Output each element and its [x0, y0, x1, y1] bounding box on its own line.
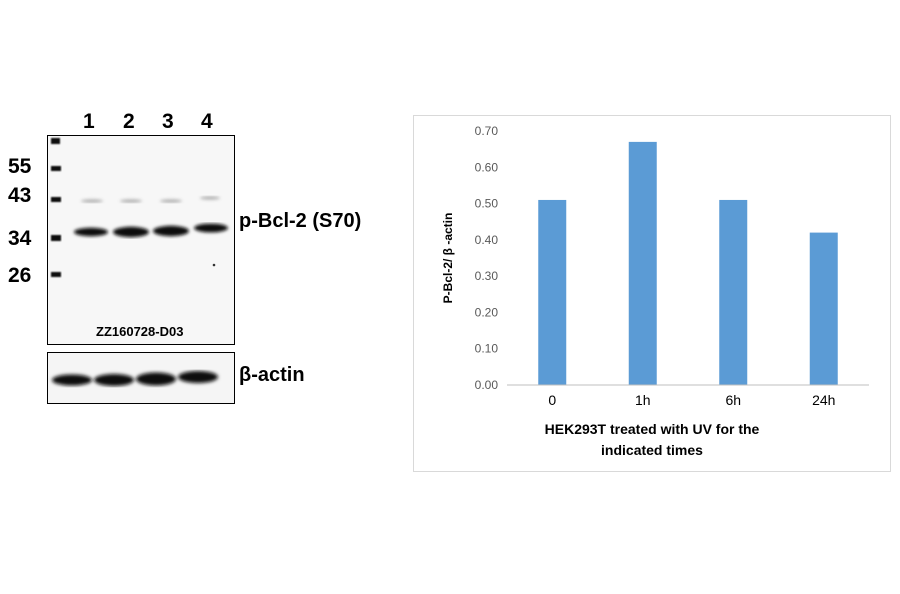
pbcl2-band-lane-2: [113, 226, 149, 238]
x-tick-label: 24h: [812, 392, 835, 408]
marker-label-34: 34: [8, 227, 32, 250]
x-tick-label: 0: [548, 392, 556, 408]
lane-label-1: 1: [83, 110, 95, 133]
x-tick-label: 1h: [635, 392, 651, 408]
x-axis-label-line-2: indicated times: [601, 442, 703, 458]
y-tick-label: 0.70: [475, 124, 499, 138]
lane-label-3: 3: [162, 110, 174, 133]
marker-label-43: 43: [8, 184, 32, 207]
blot-bands-actin: [52, 371, 218, 386]
ladder-mark-43: [51, 197, 61, 202]
y-axis-label: P-Bcl-2/ β -actin: [441, 213, 455, 304]
blot-speck: [212, 263, 216, 267]
x-tick-label: 6h: [725, 392, 741, 408]
bar-chart: 0.00 0.10 0.20 0.30 0.40 0.50 0.60 0.70 0 1h 6h 24…: [413, 115, 891, 472]
bar-0: [538, 199, 567, 385]
actin-band-lane-4: [178, 371, 218, 383]
y-tick-label: 0.00: [475, 378, 499, 392]
y-tick-label: 0.50: [475, 197, 499, 211]
y-tick-label: 0.30: [475, 269, 499, 283]
marker-label-26: 26: [8, 264, 32, 287]
ladder-mark-26: [51, 272, 61, 277]
bar-1h: [628, 141, 657, 385]
faint-band-3: [160, 199, 182, 203]
sample-code: ZZ160728-D03: [96, 324, 184, 339]
actin-band-lane-2: [94, 374, 134, 386]
faint-band-1: [81, 199, 103, 203]
lane-label-2: 2: [123, 110, 135, 133]
pbcl2-band-lane-3: [153, 225, 189, 237]
bar-6h: [719, 199, 748, 385]
bar-chart-plot: 0.00 0.10 0.20 0.30 0.40 0.50 0.60 0.70 0 1h 6h 24…: [441, 124, 869, 408]
ladder-mark-55: [51, 166, 61, 171]
control-band-label: β-actin: [239, 364, 305, 386]
pbcl2-band-lane-4: [194, 223, 228, 233]
blot-membrane-target: [47, 135, 235, 345]
faint-band-2: [120, 199, 142, 203]
bar-24h: [809, 232, 838, 385]
pbcl2-band-lane-1: [74, 227, 108, 237]
ladder-mark-34: [51, 235, 61, 241]
x-axis-label-line-1: HEK293T treated with UV for the: [544, 421, 760, 437]
y-tick-label: 0.10: [475, 342, 499, 356]
blot-membrane-actin: [47, 352, 235, 404]
actin-band-lane-1: [52, 374, 92, 386]
ladder-mark-top: [51, 138, 60, 144]
marker-label-55: 55: [8, 155, 32, 178]
blot-bands-target: [51, 138, 228, 277]
actin-band-lane-3: [136, 372, 176, 386]
lane-label-4: 4: [201, 110, 213, 133]
faint-band-4: [200, 196, 220, 200]
y-tick-label: 0.20: [475, 305, 499, 319]
y-tick-label: 0.60: [475, 160, 499, 174]
target-band-label: p-Bcl-2 (S70): [239, 210, 362, 232]
y-tick-label: 0.40: [475, 233, 499, 247]
